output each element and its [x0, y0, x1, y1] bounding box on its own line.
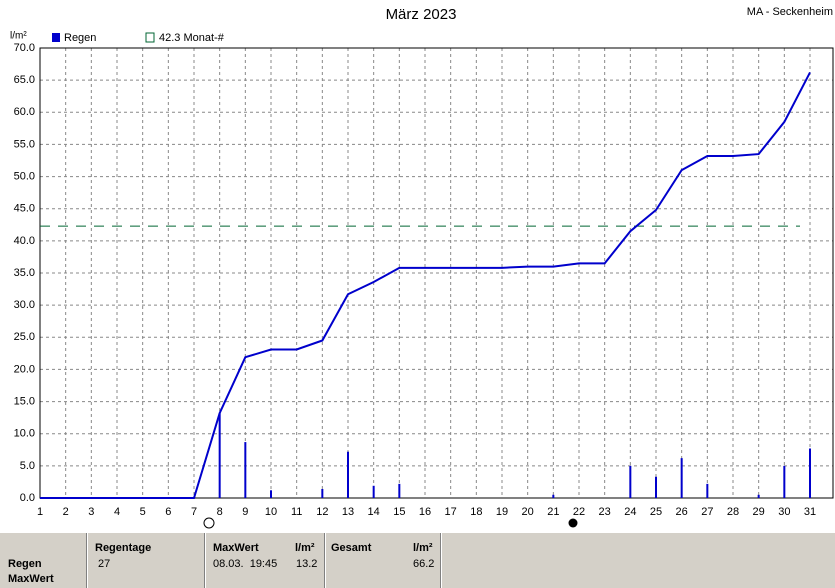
x-tick-label: 25 [650, 506, 662, 518]
x-tick-label: 11 [291, 506, 302, 518]
y-tick-label: 60.0 [14, 106, 35, 118]
moon-full [203, 517, 215, 529]
cell: 27 [98, 558, 111, 570]
x-tick-label: 10 [265, 506, 277, 518]
cumulative-line [40, 71, 811, 499]
y-tick-label: 70.0 [14, 42, 35, 54]
header: l/m² [413, 542, 433, 554]
y-tick-label: 10.0 [14, 428, 35, 440]
bar [552, 494, 555, 498]
header: Regentage [95, 542, 152, 554]
chart: März 2023 MA - Seckenheim l/m² Regen 42.… [10, 6, 834, 529]
row-label: Regen [8, 558, 42, 570]
x-tick-label: 14 [368, 506, 380, 518]
y-tick-label: 50.0 [14, 170, 35, 182]
y-tick-label: 30.0 [14, 299, 35, 311]
x-tick-label: 29 [753, 506, 765, 518]
chart-title: März 2023 [386, 6, 457, 23]
row-label: MaxWert [8, 573, 54, 585]
x-tick-label: 21 [547, 506, 559, 518]
bar [270, 490, 272, 498]
bar [321, 489, 324, 498]
cell: 13.2 [296, 558, 318, 570]
plot-frame [39, 47, 834, 499]
x-tick-label: 15 [393, 506, 405, 518]
x-tick-label: 27 [701, 506, 713, 518]
bar [809, 448, 811, 498]
legend-swatch [52, 33, 60, 42]
x-tick-label: 28 [727, 506, 739, 518]
x-tick-label: 17 [445, 506, 457, 518]
bar [372, 485, 375, 498]
bar [347, 451, 349, 498]
x-tick-label: 7 [191, 506, 197, 518]
y-tick-label: 45.0 [14, 203, 35, 215]
separator [440, 533, 442, 588]
station: MA - Seckenheim [747, 6, 833, 18]
moon-new [568, 518, 578, 528]
separator [86, 533, 88, 588]
bar [629, 465, 632, 498]
cell: 08.03. 19:45 [213, 558, 278, 570]
y-tick-label: 0.0 [20, 492, 35, 504]
x-tick-label: 2 [63, 506, 69, 518]
bar [655, 476, 657, 498]
x-tick-label: 24 [624, 506, 636, 518]
x-tick-label: 8 [217, 506, 223, 518]
header: l/m² [295, 542, 315, 554]
y-tick-label: 40.0 [14, 235, 35, 247]
y-tick-label: 35.0 [14, 267, 35, 279]
y-tick-label: 55.0 [14, 138, 35, 150]
x-tick-label: 4 [114, 506, 120, 518]
x-tick-label: 9 [242, 506, 248, 518]
legend-swatch [145, 32, 155, 43]
legend-label: Regen [64, 32, 96, 44]
header: Gesamt [331, 542, 372, 554]
y-tick-label: 25.0 [14, 331, 35, 343]
x-tick-label: 1 [37, 506, 43, 518]
y-tick-label: 5.0 [20, 460, 35, 472]
x-tick-label: 16 [419, 506, 431, 518]
x-tick-label: 5 [140, 506, 146, 518]
x-tick-label: 13 [342, 506, 354, 518]
x-tick-label: 19 [496, 506, 508, 518]
header: MaxWert [213, 542, 259, 554]
bar [783, 465, 786, 498]
x-tick-label: 12 [316, 506, 328, 518]
y-label: l/m² [10, 31, 27, 42]
x-tick-label: 30 [778, 506, 790, 518]
bar [680, 458, 683, 498]
y-tick-label: 65.0 [14, 74, 35, 86]
x-tick-label: 3 [88, 506, 94, 518]
y-tick-label: 20.0 [14, 363, 35, 375]
x-tick-label: 22 [573, 506, 585, 518]
x-tick-label: 31 [804, 506, 816, 518]
bar [757, 494, 760, 498]
bar [244, 442, 247, 498]
bar [706, 483, 709, 498]
bar [398, 483, 401, 498]
bar [218, 413, 221, 498]
y-tick-label: 15.0 [14, 395, 35, 407]
separator [324, 533, 326, 588]
legend-label: 42.3 Monat-# [159, 32, 225, 44]
cell: 66.2 [413, 558, 435, 570]
x-tick-label: 6 [165, 506, 171, 518]
x-tick-label: 26 [676, 506, 688, 518]
x-tick-label: 18 [470, 506, 482, 518]
x-tick-label: 23 [599, 506, 611, 518]
separator [204, 533, 206, 588]
x-tick-label: 20 [522, 506, 534, 518]
summary-table: Regen MaxWert Regentage MaxWert l/m² Ges… [0, 533, 835, 588]
